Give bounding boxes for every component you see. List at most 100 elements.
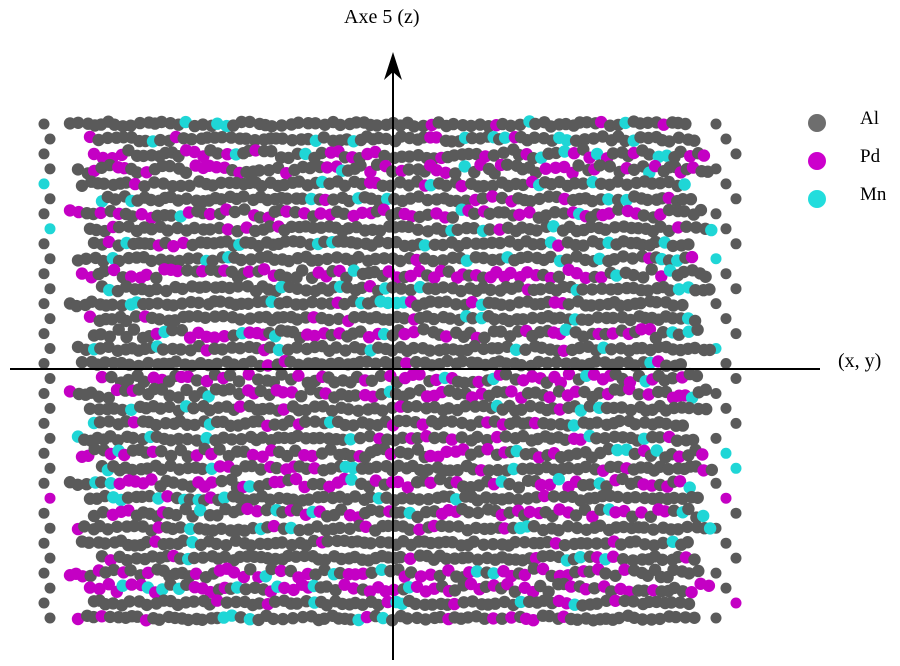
atom xyxy=(95,370,109,384)
atom xyxy=(460,236,473,250)
atom xyxy=(558,433,572,446)
atom xyxy=(636,613,649,626)
atom xyxy=(543,478,556,491)
atom xyxy=(292,358,305,371)
atom xyxy=(196,551,210,564)
atom xyxy=(637,209,650,222)
atom xyxy=(523,206,536,219)
atom xyxy=(528,131,541,144)
atom xyxy=(700,402,713,416)
atom xyxy=(501,578,514,591)
atom xyxy=(524,399,537,413)
atom xyxy=(579,460,592,474)
atom xyxy=(38,537,50,549)
atom xyxy=(424,476,437,489)
atom xyxy=(79,252,93,265)
atom xyxy=(539,162,552,175)
atom xyxy=(161,490,174,503)
atom xyxy=(558,145,571,158)
atom xyxy=(38,268,50,280)
atom xyxy=(275,368,288,381)
atom xyxy=(211,147,224,160)
atom xyxy=(683,481,696,494)
atom xyxy=(446,211,459,224)
atom xyxy=(107,563,121,577)
atom xyxy=(111,434,125,447)
atom xyxy=(612,203,625,216)
atom xyxy=(215,474,228,488)
atom xyxy=(199,280,212,293)
atom xyxy=(244,253,258,266)
atom xyxy=(348,311,361,324)
atom xyxy=(705,463,718,477)
atom xyxy=(257,263,271,276)
atom xyxy=(196,613,209,626)
atom xyxy=(409,355,423,369)
atom xyxy=(676,585,689,598)
atom xyxy=(104,477,118,490)
atom xyxy=(670,434,684,447)
atom xyxy=(503,477,516,491)
atom xyxy=(543,391,556,404)
atom xyxy=(673,450,686,463)
atom xyxy=(584,478,597,491)
atom xyxy=(238,203,251,216)
atom xyxy=(423,344,437,357)
atom xyxy=(462,551,475,564)
atom xyxy=(669,610,682,624)
atom xyxy=(445,433,459,446)
atom xyxy=(38,118,50,130)
atom xyxy=(730,148,742,160)
atom xyxy=(536,562,550,576)
atom xyxy=(635,506,648,519)
atom xyxy=(252,373,265,386)
atom xyxy=(274,564,288,578)
atom xyxy=(183,493,197,506)
atom xyxy=(286,134,299,147)
atom xyxy=(486,179,499,193)
atom xyxy=(97,177,111,190)
atom xyxy=(730,597,742,609)
atom xyxy=(253,164,266,177)
atom xyxy=(391,475,405,489)
atom xyxy=(655,270,668,283)
atom xyxy=(577,330,590,343)
atom xyxy=(289,472,303,486)
atom xyxy=(662,463,675,476)
atom xyxy=(730,462,742,474)
atom xyxy=(211,117,224,130)
atom xyxy=(548,206,562,219)
atom xyxy=(94,206,108,220)
atom xyxy=(659,417,673,430)
atom xyxy=(417,323,430,336)
atom xyxy=(701,165,714,178)
atom xyxy=(720,537,732,549)
atom xyxy=(627,268,640,282)
atom xyxy=(44,373,56,384)
atom xyxy=(638,538,651,551)
atom xyxy=(634,297,647,310)
atom xyxy=(682,597,696,611)
atom xyxy=(512,481,525,494)
atom xyxy=(265,120,278,133)
atom xyxy=(607,550,620,563)
atom xyxy=(44,133,56,145)
atom xyxy=(583,400,597,413)
atom xyxy=(214,295,227,308)
atom xyxy=(102,578,116,591)
atom xyxy=(620,178,634,191)
atom xyxy=(220,539,233,552)
atom xyxy=(303,161,317,175)
atom xyxy=(225,433,239,446)
atom xyxy=(343,522,356,535)
atom xyxy=(424,568,437,581)
atom xyxy=(489,597,502,610)
atom xyxy=(394,254,407,268)
atom xyxy=(275,536,289,549)
atom xyxy=(205,476,219,489)
atom xyxy=(521,250,534,264)
atom xyxy=(109,193,122,206)
atom xyxy=(292,369,305,382)
atom xyxy=(163,159,176,173)
atom xyxy=(93,416,107,429)
